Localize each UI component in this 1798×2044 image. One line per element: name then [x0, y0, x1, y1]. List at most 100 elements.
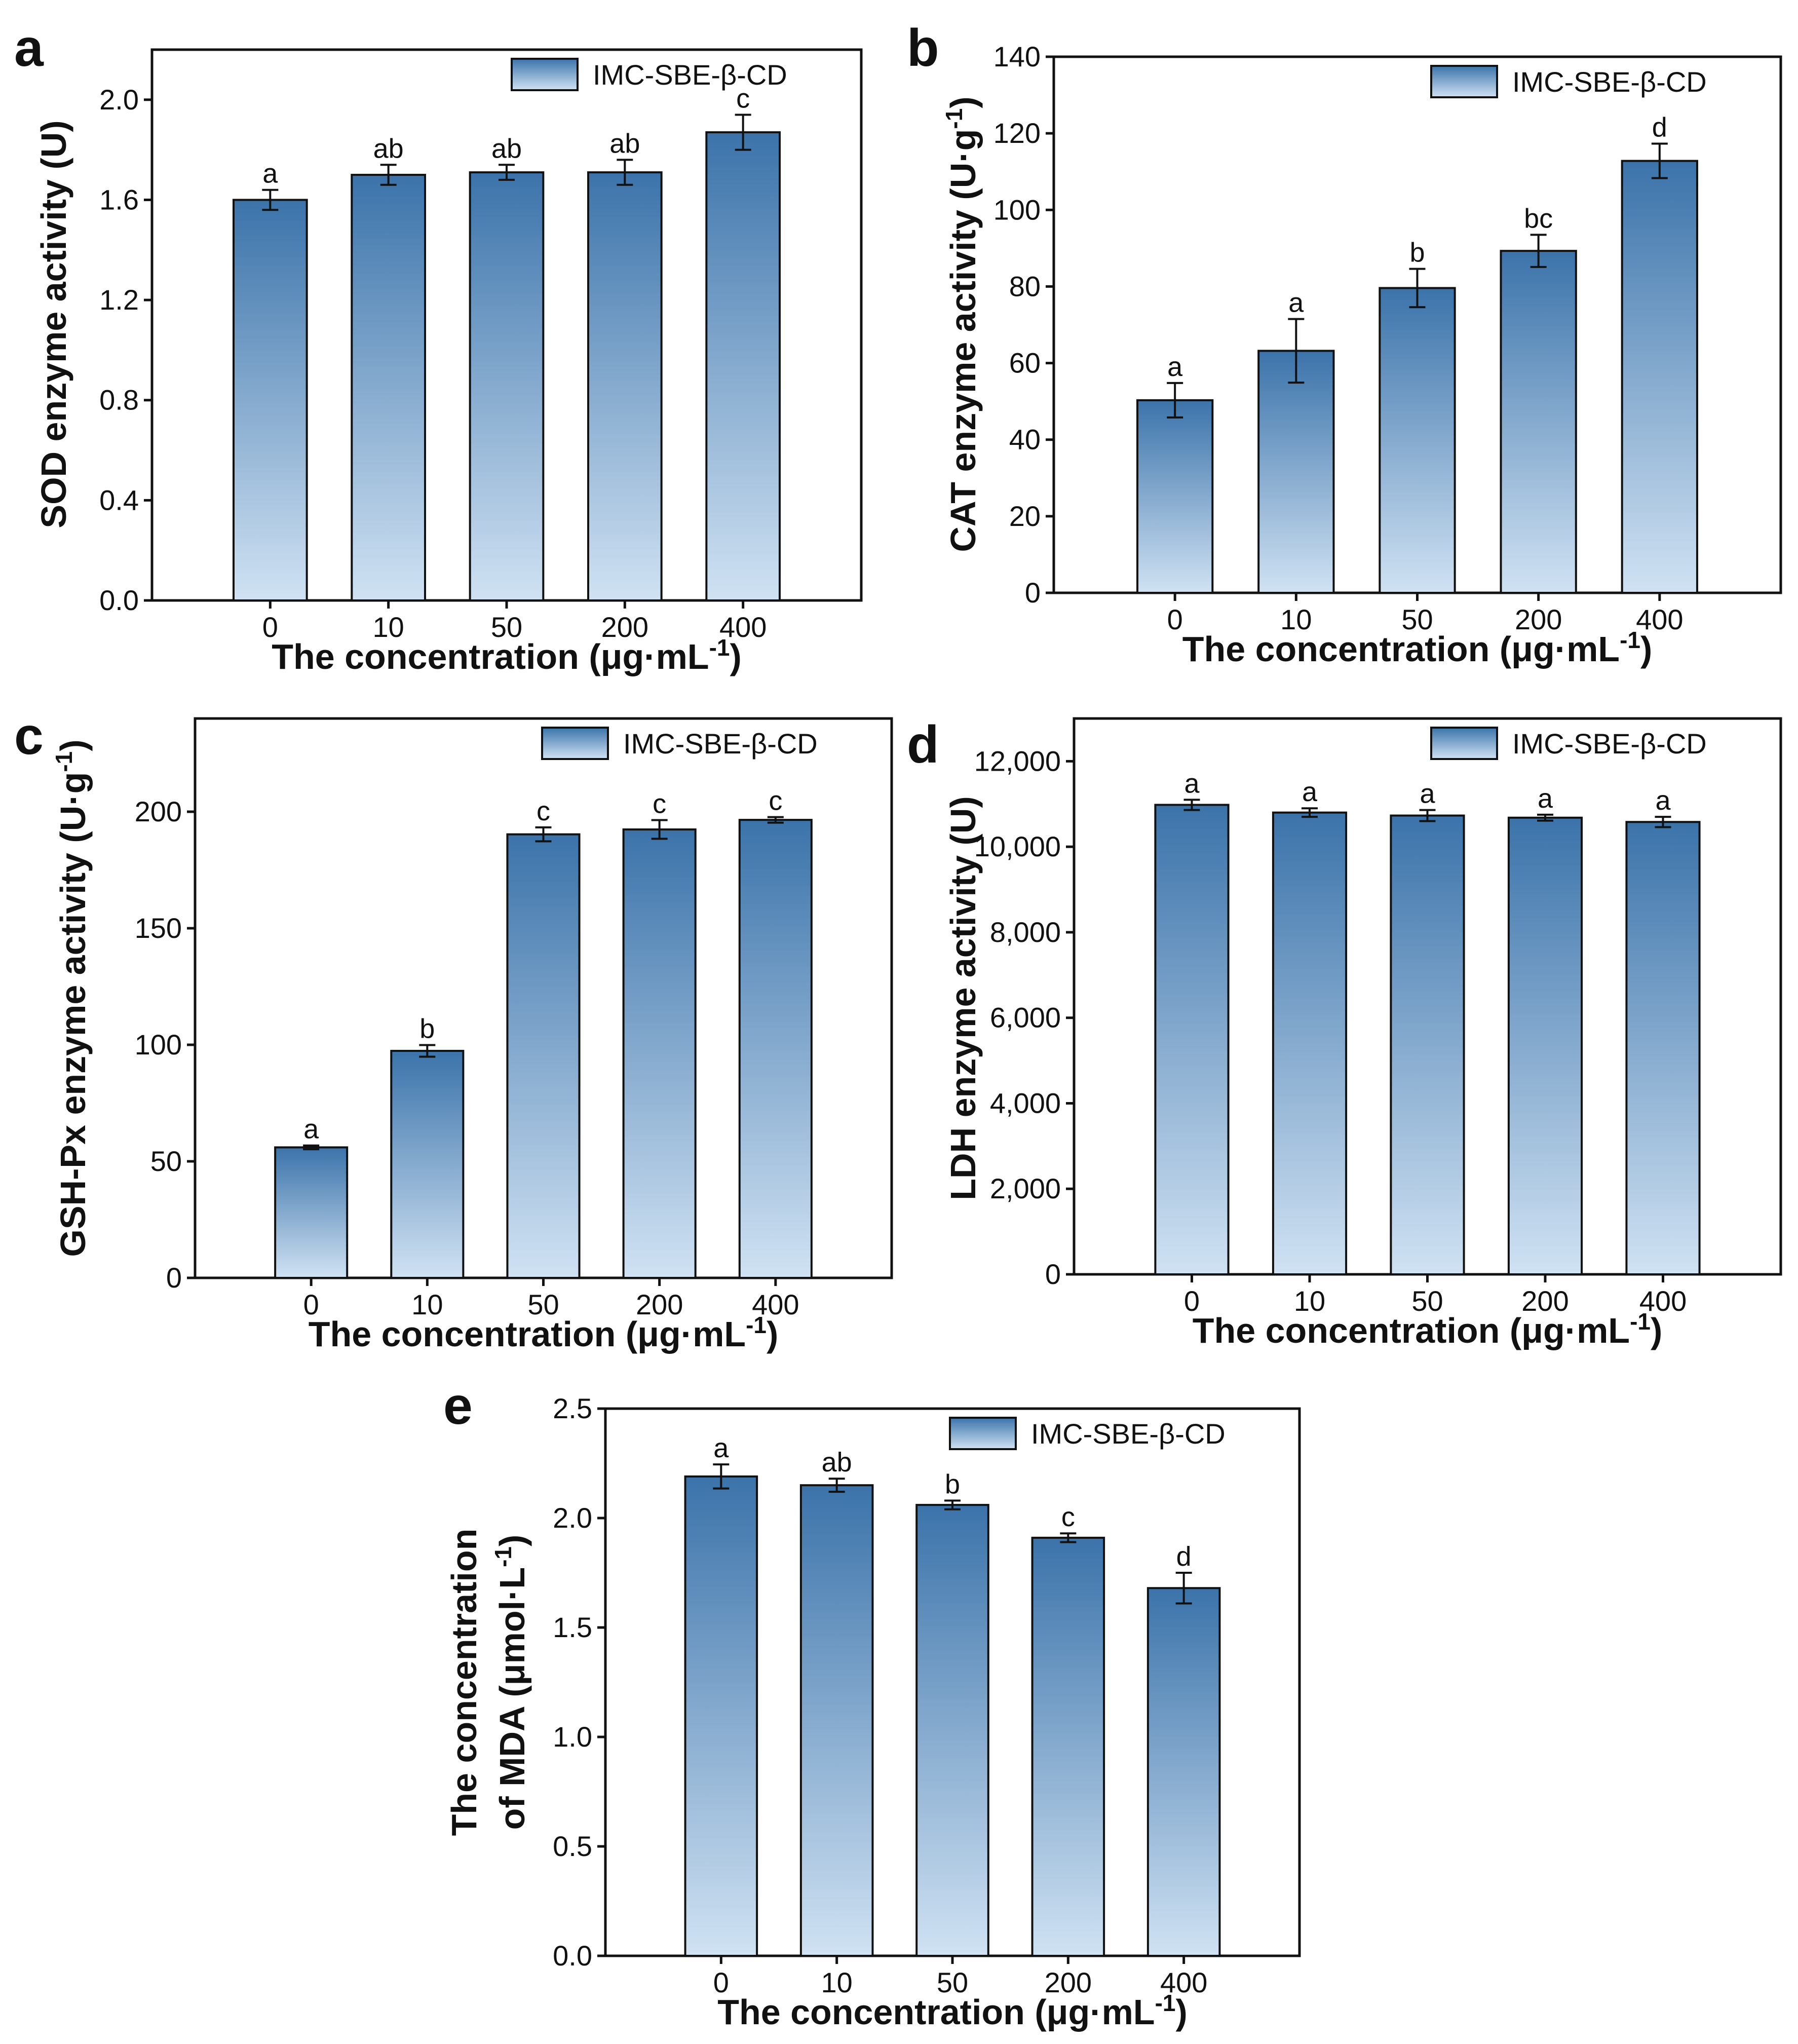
- x-tick-label: 400: [752, 1289, 799, 1320]
- legend-swatch: [511, 58, 579, 91]
- y-axis-label-main: GSH-Px enzyme activity (U·g: [53, 772, 93, 1257]
- panel-a: a0.00.40.81.21.62.0a0ab10ab50ab200c400Th…: [14, 19, 863, 676]
- bar: [738, 819, 813, 1279]
- bar: [1272, 811, 1348, 1275]
- y-tick-label: 12,000: [974, 745, 1061, 777]
- error-bar: [944, 1499, 961, 1510]
- x-tick-label: 400: [1636, 603, 1683, 635]
- y-axis-label: The concentration: [444, 1529, 484, 1836]
- y-axis-label-main: CAT enzyme activity (U·g: [943, 129, 983, 552]
- significance-label: ab: [822, 1447, 852, 1478]
- y-axis-label-main: LDH enzyme activity (U): [943, 796, 983, 1200]
- x-tick-label: 200: [1515, 603, 1562, 635]
- x-tick-label: 400: [1639, 1285, 1687, 1317]
- y-axis-label-end: ): [492, 1535, 532, 1546]
- x-tick-label: 200: [1521, 1285, 1569, 1317]
- error-bar: [1655, 816, 1671, 828]
- y-tick-label: 2,000: [990, 1172, 1061, 1204]
- y-tick-label: 100: [135, 1029, 182, 1061]
- x-tick-label: 200: [601, 611, 648, 643]
- bar: [1031, 1536, 1105, 1957]
- y-tick-label: 0: [1045, 1258, 1061, 1290]
- y-axis-label: SOD enzyme activity (U): [34, 120, 73, 528]
- panel-e: e0.00.51.01.52.02.5a0ab10b50c200d400The …: [443, 1377, 1301, 2032]
- x-axis-label-sup: -1: [1155, 1990, 1176, 2016]
- y-tick-label: 120: [993, 117, 1041, 149]
- significance-label: d: [1176, 1541, 1192, 1572]
- bar: [274, 1146, 349, 1279]
- x-tick-label: 400: [1160, 1966, 1207, 1998]
- y-tick-label: 150: [135, 912, 182, 944]
- x-axis-label-sup: -1: [709, 634, 730, 661]
- error-bar: [1060, 1532, 1077, 1543]
- significance-label: c: [769, 786, 782, 816]
- y-axis-label-sup: -1: [51, 751, 77, 772]
- y-tick-label: 0.0: [99, 584, 139, 616]
- significance-label: a: [1288, 288, 1304, 318]
- panel-b: b020406080100120140a0a10b50bc200d400The …: [907, 19, 1782, 669]
- error-bar: [1530, 234, 1547, 268]
- error-bar: [828, 1478, 845, 1493]
- y-axis-label-sup: -1: [490, 1546, 516, 1567]
- error-bar: [1302, 807, 1318, 818]
- y-tick-label: 0: [1025, 577, 1041, 609]
- y-tick-label: 50: [150, 1145, 182, 1177]
- y-tick-label: 1.2: [99, 284, 139, 316]
- significance-label: a: [303, 1114, 319, 1145]
- x-axis-label-end: ): [1175, 1992, 1187, 2032]
- y-tick-label: 2.5: [553, 1392, 592, 1424]
- x-tick-label: 50: [527, 1289, 559, 1320]
- bar: [1625, 821, 1701, 1276]
- y-axis-label-end: ): [943, 96, 983, 108]
- bar: [1154, 804, 1230, 1275]
- significance-label: a: [1655, 785, 1671, 816]
- error-bar: [651, 819, 668, 840]
- y-tick-label: 0: [166, 1262, 182, 1294]
- bar: [1146, 1587, 1221, 1957]
- x-tick-label: 50: [937, 1966, 968, 1998]
- error-bar: [380, 164, 397, 186]
- y-tick-label: 4,000: [990, 1087, 1061, 1119]
- significance-label: a: [1538, 783, 1553, 814]
- panel-letter: b: [907, 19, 939, 78]
- significance-label: d: [1652, 112, 1667, 143]
- bar: [705, 131, 781, 601]
- bar: [1390, 814, 1465, 1275]
- bar: [799, 1484, 874, 1957]
- y-axis-label-main: SOD enzyme activity (U): [34, 120, 73, 528]
- y-tick-label: 20: [1009, 500, 1041, 532]
- x-axis-label: The concentration (μg·mL-1): [309, 1312, 779, 1354]
- bar: [684, 1475, 758, 1957]
- x-axis-label: The concentration (μg·mL-1): [717, 1990, 1188, 2032]
- significance-label: a: [1167, 352, 1183, 382]
- significance-label: c: [1061, 1502, 1075, 1532]
- significance-label: ab: [373, 133, 404, 164]
- y-tick-label: 2.0: [553, 1502, 592, 1534]
- significance-label: a: [1184, 768, 1200, 799]
- x-tick-label: 50: [491, 611, 522, 643]
- significance-label: b: [419, 1013, 435, 1044]
- x-tick-label: 0: [1167, 603, 1183, 635]
- error-bar: [735, 113, 751, 151]
- y-tick-label: 80: [1009, 270, 1041, 302]
- x-tick-label: 0: [262, 611, 278, 643]
- x-tick-label: 50: [1401, 603, 1433, 635]
- significance-label: a: [1420, 779, 1435, 809]
- y-tick-label: 200: [135, 796, 182, 827]
- y-tick-label: 10,000: [974, 830, 1061, 862]
- error-bar: [535, 826, 552, 843]
- x-axis-label-end: ): [1640, 629, 1652, 669]
- error-bar: [499, 164, 515, 181]
- y-tick-label: 100: [993, 194, 1041, 225]
- bar: [469, 171, 545, 601]
- x-axis-label-main: The concentration (μg·mL: [1193, 1311, 1630, 1350]
- error-bar: [1175, 1572, 1192, 1605]
- significance-label: ab: [609, 128, 640, 159]
- legend-label: IMC-SBE-β-CD: [1512, 66, 1707, 98]
- panel-letter: a: [14, 19, 44, 78]
- x-axis-label-end: ): [730, 637, 741, 676]
- y-axis-label-sup: -1: [941, 108, 967, 129]
- y-tick-label: 0.0: [553, 1940, 592, 1972]
- bar: [1257, 350, 1335, 594]
